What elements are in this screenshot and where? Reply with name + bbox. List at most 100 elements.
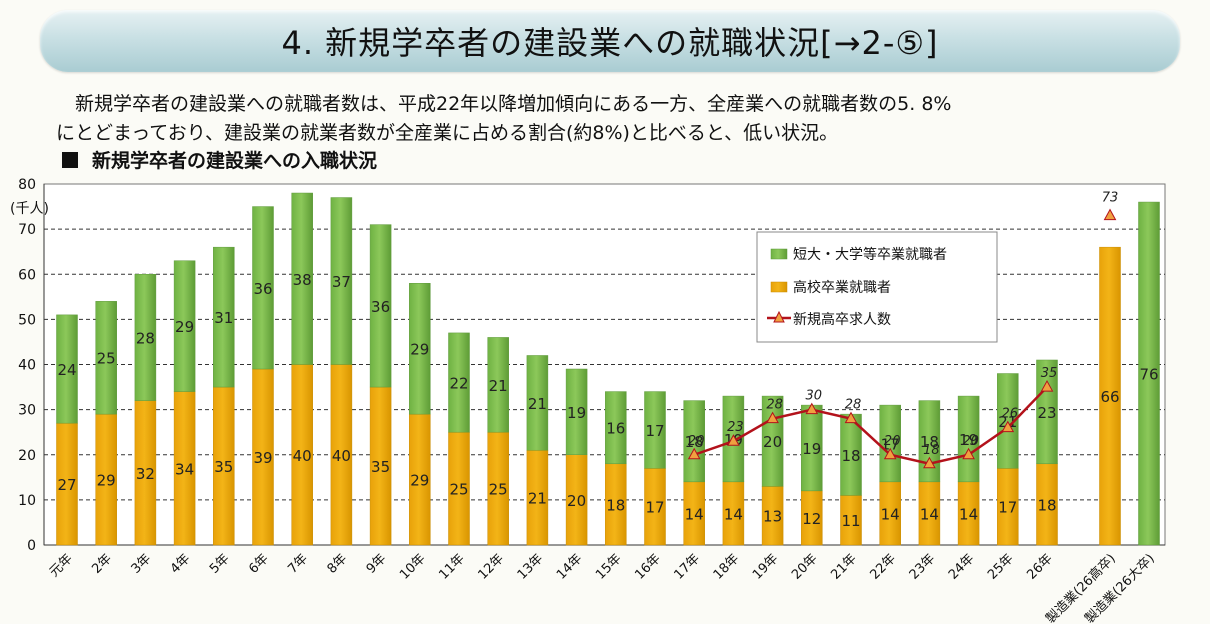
bar-label-highschool: 20	[567, 492, 586, 510]
bar-university	[565, 368, 588, 455]
square-bullet-icon	[62, 152, 78, 168]
bar-university	[213, 246, 235, 388]
line-point-label: 28	[766, 398, 783, 413]
bar-label-university: 36	[371, 298, 390, 316]
x-tick-label: 13年	[515, 551, 546, 582]
x-tick-label: 6年	[246, 551, 272, 577]
legend-label-university: 短大・大学等卒業就職者	[793, 246, 947, 263]
legend-line-marker	[773, 310, 785, 323]
bar-label-highschool: 32	[136, 465, 155, 483]
bar-university	[1036, 359, 1058, 465]
y-tick-label: 50	[18, 312, 36, 328]
bar-label-highschool: 14	[685, 505, 704, 523]
x-tick-label: 16年	[632, 551, 663, 582]
bar-label-university: 21	[528, 395, 547, 413]
bar-label-highschool: 14	[724, 505, 743, 523]
line-point-label: 28	[845, 398, 862, 413]
x-tick-label: 18年	[711, 551, 742, 582]
bar-university	[330, 197, 353, 365]
x-tick-label: 元年	[47, 551, 76, 580]
bar-label-highschool: 11	[841, 512, 860, 530]
stacked-bar-chart: 0 10 20 30 40 50 60 70 80 (千人) 27 24 元年 29 25 2年 32 28 3年 3…	[10, 177, 1166, 624]
x-tick-label: 26年	[1024, 551, 1055, 582]
description-line-1: 新規学卒者の建設業への就職者数は、平成22年以降増加傾向にある一方、全産業への就…	[75, 93, 952, 115]
x-tick-label: 22年	[868, 551, 899, 582]
bar-university	[173, 260, 196, 392]
extra-point-marker	[1103, 208, 1117, 221]
legend-box	[756, 231, 998, 343]
title-banner: 4. 新規学卒者の建設業への就職状況[→2-⑤]	[40, 10, 1180, 72]
x-tick-label: 3年	[129, 551, 155, 577]
bar-label-university: 37	[332, 273, 351, 291]
bar-label-university: 31	[214, 309, 233, 327]
bar-label-highschool: 35	[371, 458, 390, 476]
y-tick-label: 30	[18, 403, 36, 419]
bar-label-highschool: 12	[802, 510, 821, 528]
legend-swatch-university	[770, 248, 788, 260]
bar-label-highschool: 13	[763, 508, 782, 526]
bar-label-highschool: 14	[959, 505, 978, 523]
x-tick-label: 17年	[672, 551, 703, 582]
bar-label-manufacturing: 76	[1139, 366, 1158, 384]
bar-label-university: 38	[293, 271, 312, 289]
bar-label-manufacturing: 66	[1100, 388, 1119, 406]
line-point-marker	[687, 447, 701, 460]
bar-label-highschool: 18	[606, 496, 625, 514]
bar-label-highschool: 14	[881, 505, 900, 523]
line-point-marker	[1001, 420, 1015, 433]
y-tick-label: 40	[18, 358, 36, 374]
line-point-marker	[766, 411, 779, 424]
description: 新規学卒者の建設業への就職者数は、平成22年以降増加傾向にある一方、全産業への就…	[56, 90, 1186, 148]
bar-university	[252, 206, 274, 370]
bar-label-university: 24	[57, 361, 76, 379]
bar-label-university: 20	[763, 433, 782, 451]
bar-label-university: 19	[959, 431, 978, 449]
bar-label-university: 16	[606, 420, 625, 438]
bar-label-university: 36	[253, 280, 272, 298]
chart-heading-text: 新規学卒者の建設業への入職状況	[92, 150, 378, 172]
bar-label-highschool: 14	[920, 505, 939, 523]
line-point-label: 26	[1002, 407, 1019, 422]
y-tick-label: 60	[18, 267, 36, 283]
extra-point-label: 73	[1102, 191, 1119, 206]
bar-university	[448, 332, 470, 433]
bar-label-university: 23	[1037, 404, 1056, 422]
legend-swatch-highschool	[770, 281, 788, 293]
x-tick-label: 12年	[476, 551, 507, 582]
bar-university	[56, 314, 78, 424]
x-tick-label: 8年	[325, 551, 351, 577]
bar-university	[605, 391, 627, 465]
x-tick-label: 20年	[789, 551, 820, 582]
y-axis-unit: (千人)	[10, 201, 49, 217]
bar-university	[409, 283, 431, 415]
bar-label-highschool: 25	[489, 481, 508, 499]
line-point-marker	[1040, 380, 1054, 392]
x-tick-label: 23年	[907, 551, 938, 582]
x-tick-label: 9年	[364, 551, 390, 577]
x-tick-label: 21年	[828, 551, 859, 582]
bar-label-university: 17	[645, 422, 664, 440]
bar-label-university: 29	[175, 318, 194, 336]
y-tick-label: 70	[18, 222, 36, 238]
line-point-marker	[923, 456, 936, 469]
bar-label-highschool: 40	[293, 447, 312, 465]
line-point-label: 23	[727, 420, 744, 435]
bar-label-highschool: 17	[645, 499, 664, 517]
bar-university	[95, 301, 117, 415]
bar-label-university: 19	[802, 440, 821, 458]
x-tick-label: 19年	[750, 551, 781, 582]
line-point-label: 18	[923, 443, 940, 458]
x-tick-label: 24年	[946, 551, 977, 582]
x-tick-label: 5年	[207, 551, 233, 577]
bar-label-university: 28	[136, 329, 155, 347]
bar-label-highschool: 21	[528, 490, 547, 508]
y-tick-label: 10	[18, 493, 36, 509]
chart-heading: 新規学卒者の建設業への入職状況	[62, 146, 377, 173]
line-point-marker	[844, 411, 858, 424]
bar-university	[644, 391, 666, 469]
bar-manufacturing-university	[1138, 201, 1160, 546]
x-tick-label: 25年	[985, 551, 1016, 582]
bar-label-highschool: 39	[253, 449, 272, 467]
line-point-marker	[883, 447, 897, 460]
bar-university	[683, 400, 705, 483]
